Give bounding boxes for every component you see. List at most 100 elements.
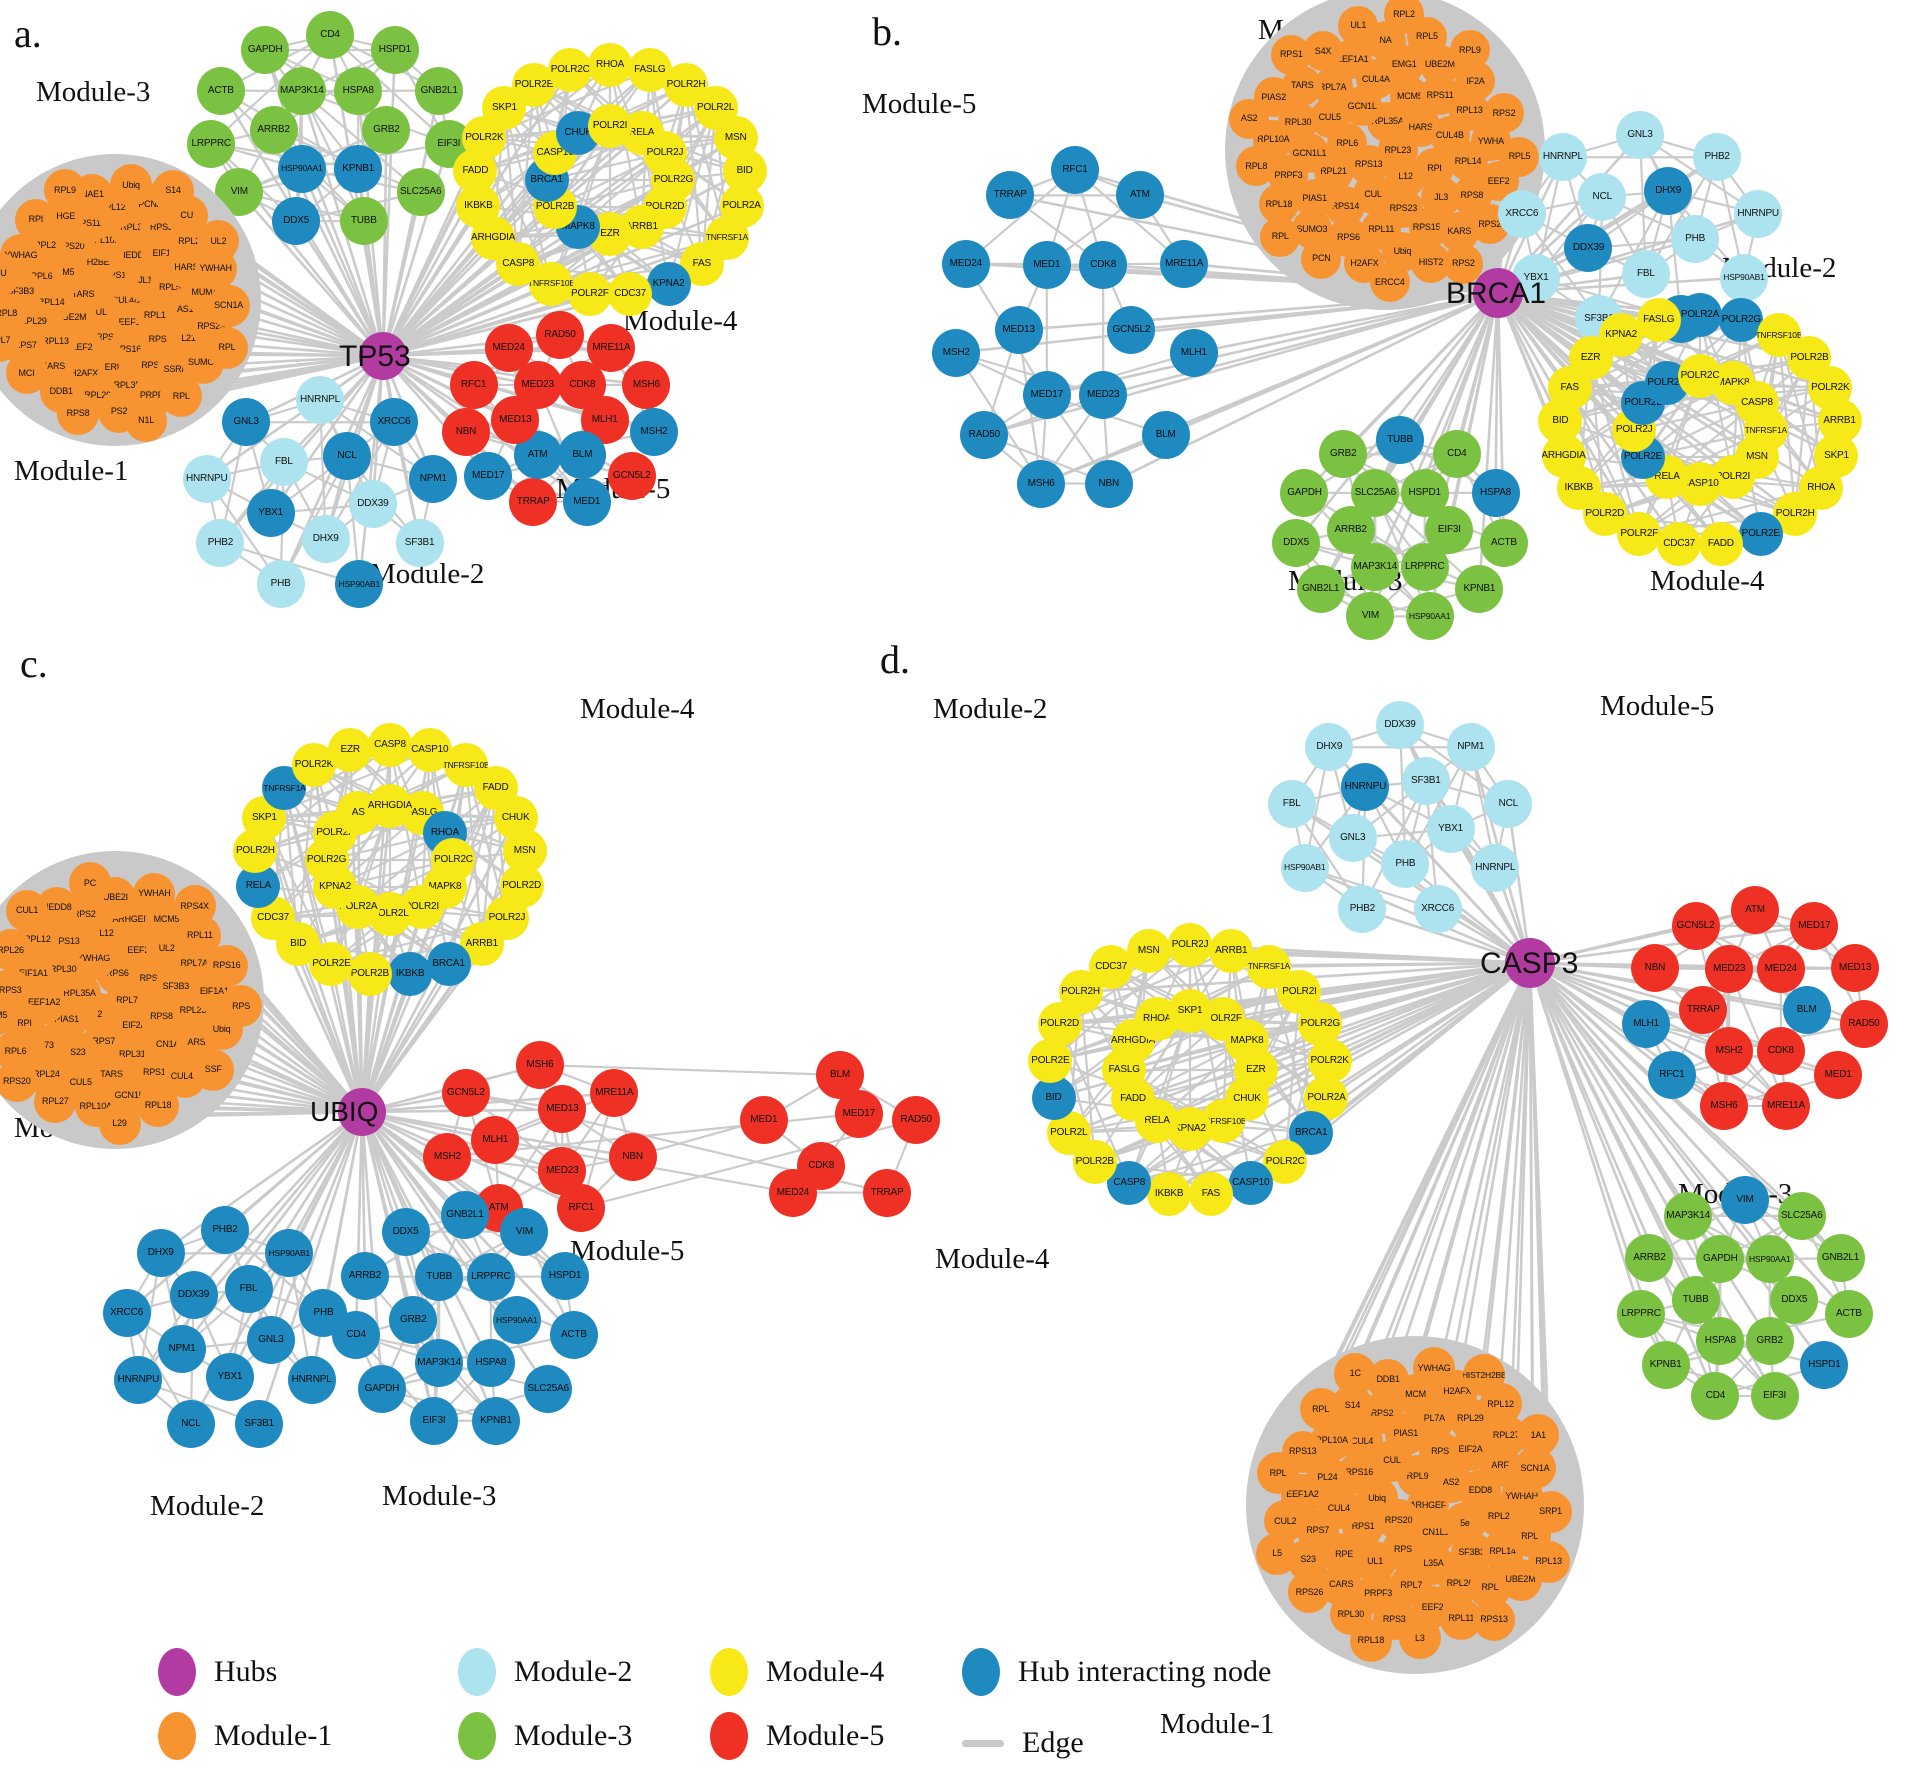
node-rfc1[interactable]: RFC1 <box>557 1183 606 1232</box>
node-polr2d[interactable]: POLR2D <box>1037 1002 1082 1047</box>
node-rpl18[interactable]: RPL18 <box>1258 184 1299 225</box>
node-hsp90ab1[interactable]: HSP90AB1 <box>335 560 384 609</box>
node-hnrnpu[interactable]: HNRNPU <box>1341 762 1390 811</box>
node-actb[interactable]: ACTB <box>1479 518 1528 567</box>
hub-node-tp53[interactable] <box>359 332 407 380</box>
node-fas[interactable]: FAS <box>1188 1171 1233 1216</box>
node-phb2[interactable]: PHB2 <box>196 518 245 567</box>
node-hnrnpl[interactable]: HNRNPL <box>1538 133 1587 182</box>
node-brca1[interactable]: BRCA1 <box>426 941 471 986</box>
node-med23[interactable]: MED23 <box>1079 371 1128 420</box>
node-grb2[interactable]: GRB2 <box>389 1296 438 1344</box>
node-cul1[interactable]: CUL1 <box>6 889 49 932</box>
node-rpl[interactable]: RPL <box>206 326 249 369</box>
hub-node-brca1[interactable] <box>1473 268 1523 318</box>
node-cdk8[interactable]: CDK8 <box>797 1142 846 1191</box>
node-mlh1[interactable]: MLH1 <box>1169 328 1218 377</box>
node-kpnb1[interactable]: KPNB1 <box>1641 1341 1690 1390</box>
node-arrb2[interactable]: ARRB2 <box>340 1252 389 1301</box>
node-srp1[interactable]: SRP1 <box>1529 1490 1572 1533</box>
node-gnl3[interactable]: GNL3 <box>246 1315 295 1364</box>
node-slc25a6[interactable]: SLC25A6 <box>396 168 445 217</box>
node-hnrnpu[interactable]: HNRNPU <box>182 454 231 503</box>
node-cd4[interactable]: CD4 <box>332 1310 381 1359</box>
node-hspa8[interactable]: HSPA8 <box>334 67 383 116</box>
node-npm1[interactable]: NPM1 <box>1446 723 1495 772</box>
node-med24[interactable]: MED24 <box>941 239 990 288</box>
node-mcm5[interactable]: MCM5 <box>0 994 16 1037</box>
node-hist2h2be[interactable]: HIST2H2BE <box>1463 1353 1506 1396</box>
node-ncl[interactable]: NCL <box>1578 172 1627 221</box>
node-hspd1[interactable]: HSPD1 <box>1800 1341 1849 1390</box>
node-phb[interactable]: PHB <box>1671 215 1720 264</box>
node-lrpprc[interactable]: LRPPRC <box>1400 542 1449 591</box>
node-hsp90aa1[interactable]: HSP90AA1 <box>492 1296 541 1344</box>
node-rps26[interactable]: RPS26 <box>1288 1571 1331 1614</box>
node-arrb2[interactable]: ARRB2 <box>1625 1234 1674 1283</box>
node-ddx39[interactable]: DDX39 <box>348 480 397 529</box>
node-cdc37[interactable]: CDC37 <box>1089 944 1134 989</box>
node-cd4[interactable]: CD4 <box>1432 430 1481 479</box>
node-grb2[interactable]: GRB2 <box>1745 1316 1794 1365</box>
node-eif3i[interactable]: EIF3I <box>1750 1371 1799 1420</box>
node-gnl3[interactable]: GNL3 <box>222 398 271 447</box>
node-msh6[interactable]: MSH6 <box>1700 1081 1748 1130</box>
node-hsp90aa1[interactable]: HSP90AA1 <box>1405 592 1454 641</box>
node-ul1[interactable]: UL1 <box>1338 5 1379 46</box>
node-grb2[interactable]: GRB2 <box>1319 430 1368 479</box>
node-fbl[interactable]: FBL <box>1621 250 1670 299</box>
node-hnrnpu[interactable]: HNRNPU <box>1734 189 1783 238</box>
node-faslg[interactable]: FASLG <box>1636 298 1681 343</box>
node-ddx5[interactable]: DDX5 <box>1272 518 1321 567</box>
node-actb[interactable]: ACTB <box>196 66 245 115</box>
node-gcn5l2[interactable]: GCN5L2 <box>1671 901 1720 950</box>
node-ddx39[interactable]: DDX39 <box>1564 224 1613 273</box>
node-vim[interactable]: VIM <box>1346 592 1395 641</box>
node-rhoa[interactable]: RHOA <box>588 43 632 87</box>
node-kpnb1[interactable]: KPNB1 <box>334 144 383 193</box>
node-gapdh[interactable]: GAPDH <box>241 26 290 75</box>
node-med17[interactable]: MED17 <box>1022 371 1071 420</box>
node-ercc4[interactable]: ERCC4 <box>1369 262 1410 303</box>
node-ywhah[interactable]: YWHAH <box>133 872 176 915</box>
node-npm1[interactable]: NPM1 <box>409 454 458 503</box>
node-rpl9[interactable]: RPL9 <box>43 169 86 212</box>
node-phb2[interactable]: PHB2 <box>1338 885 1387 934</box>
node-blm[interactable]: BLM <box>558 430 607 479</box>
node-ybx1[interactable]: YBX1 <box>1512 253 1561 302</box>
node-ul2[interactable]: UL2 <box>197 220 240 263</box>
node-gnb2l1[interactable]: GNB2L1 <box>441 1191 489 1239</box>
node-arrb2[interactable]: ARRB2 <box>249 106 298 154</box>
node-nbn[interactable]: NBN <box>441 408 490 457</box>
node-casp10[interactable]: CASP10 <box>1228 1160 1273 1205</box>
node-rpl9[interactable]: RPL9 <box>1449 30 1490 71</box>
node-msh6[interactable]: MSH6 <box>622 360 671 409</box>
node-gnl3[interactable]: GNL3 <box>1616 111 1664 159</box>
node-rpl18[interactable]: RPL18 <box>1349 1619 1392 1662</box>
node-mlh1[interactable]: MLH1 <box>471 1116 520 1164</box>
node-skp1[interactable]: SKP1 <box>1168 989 1212 1034</box>
node-slc25a6[interactable]: SLC25A6 <box>1351 469 1400 518</box>
node-polr2a[interactable]: POLR2A <box>1678 293 1722 337</box>
node-msh2[interactable]: MSH2 <box>630 408 679 457</box>
node-med1[interactable]: MED1 <box>1022 240 1071 289</box>
node-blm[interactable]: BLM <box>1782 986 1831 1034</box>
node-med1[interactable]: MED1 <box>1814 1051 1863 1100</box>
node-kpnb1[interactable]: KPNB1 <box>471 1396 520 1445</box>
node-ywhag[interactable]: YWHAG <box>1413 1347 1456 1390</box>
node-fas[interactable]: FAS <box>679 242 724 287</box>
node-phb2[interactable]: PHB2 <box>1693 133 1742 182</box>
node-rpl5[interactable]: RPL5 <box>1499 136 1540 177</box>
node-msn[interactable]: MSN <box>1126 928 1171 973</box>
node-sf3b1[interactable]: SF3B1 <box>235 1399 284 1448</box>
node-trrap[interactable]: TRRAP <box>1679 986 1728 1034</box>
node-kpna2[interactable]: KPNA2 <box>1599 312 1644 357</box>
node-med13[interactable]: MED13 <box>1831 944 1880 993</box>
node-dhx9[interactable]: DHX9 <box>1644 167 1693 216</box>
node-gcn5l2[interactable]: GCN5L2 <box>607 451 656 500</box>
node-atm[interactable]: ATM <box>1115 171 1164 220</box>
node-s14[interactable]: S14 <box>152 169 195 212</box>
node-xrcc6[interactable]: XRCC6 <box>369 398 418 447</box>
node-msh6[interactable]: MSH6 <box>1017 459 1066 508</box>
node-ezr[interactable]: EZR <box>328 728 373 773</box>
